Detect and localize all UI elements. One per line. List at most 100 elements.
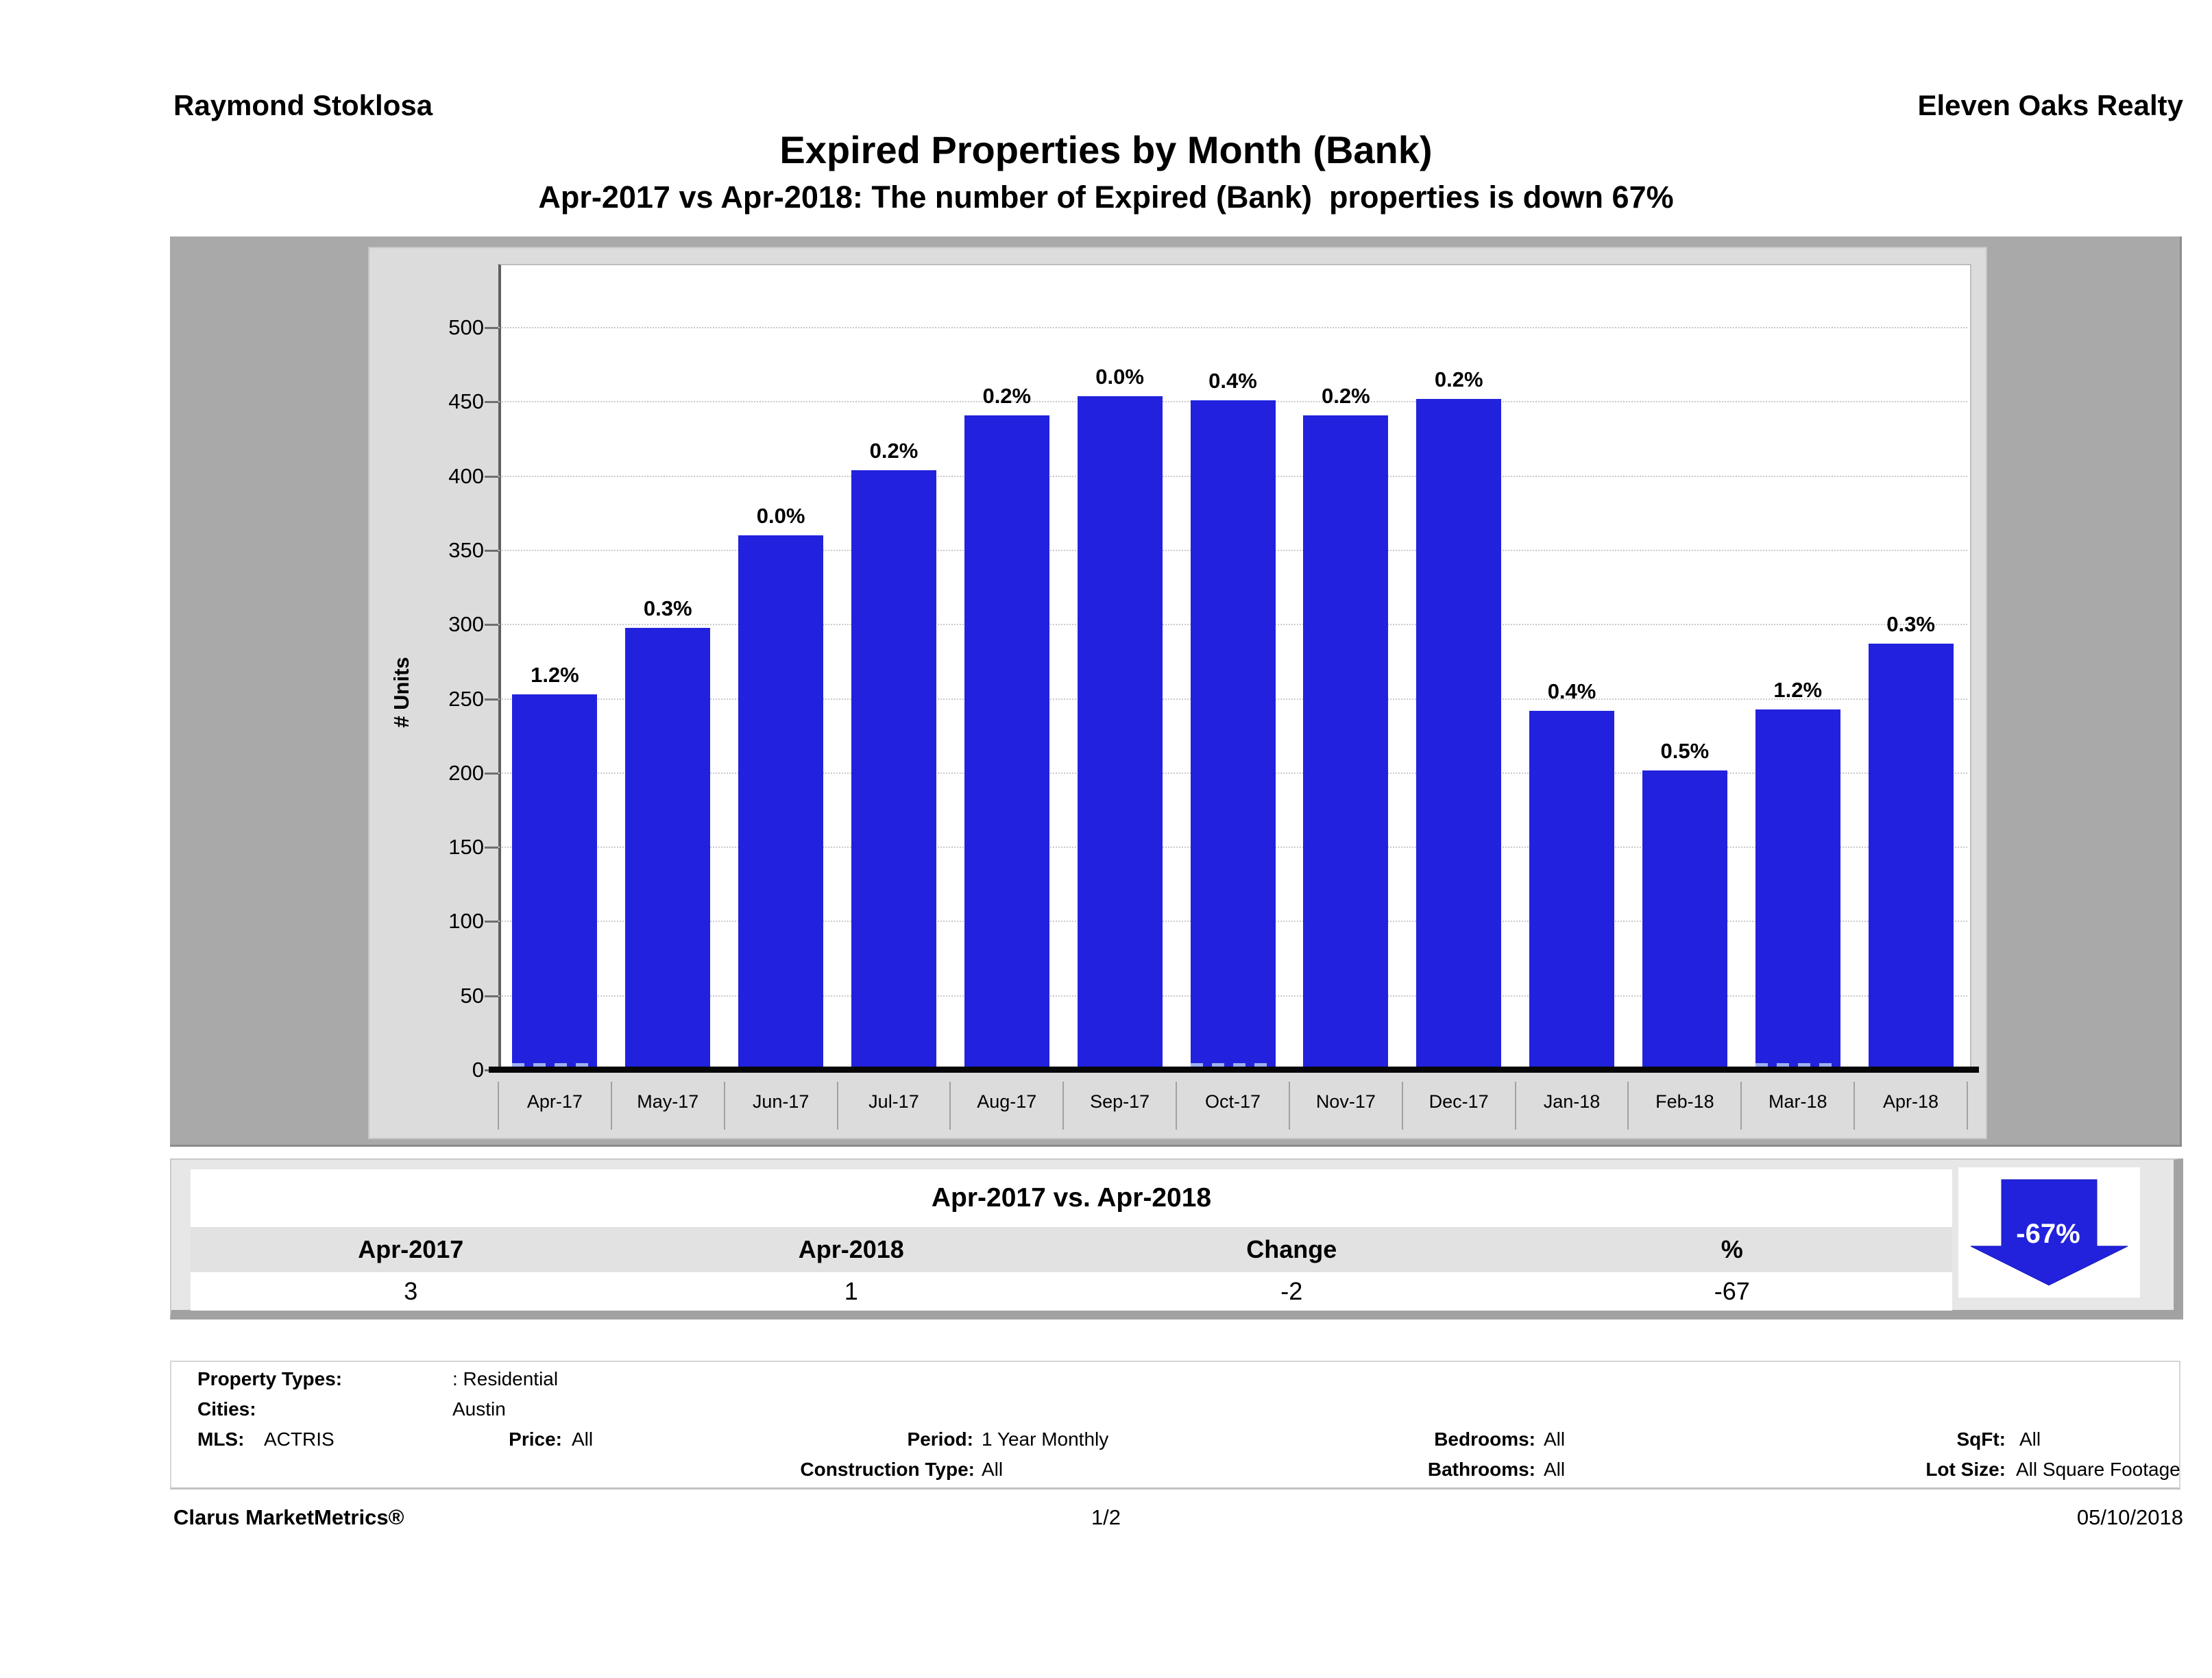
- bar-dec-17: [1416, 399, 1502, 1070]
- bar-value-label: 0.0%: [756, 504, 805, 528]
- y-axis-tick-mark: [485, 921, 498, 923]
- bank-count-stripe: [1755, 1062, 1840, 1067]
- trend-arrow-box: -67%: [1958, 1167, 2140, 1298]
- bathrooms-value: All: [1544, 1459, 1566, 1480]
- y-axis-tick-mark: [485, 772, 498, 775]
- bedrooms-value: All: [1544, 1428, 1566, 1450]
- x-axis-separator: [1401, 1082, 1403, 1130]
- mls-label: MLS:: [197, 1428, 245, 1450]
- summary-col-percent: %: [1721, 1235, 1743, 1263]
- bar-value-label: 0.4%: [1547, 679, 1596, 703]
- bar-value-label: 0.2%: [1322, 383, 1370, 408]
- summary-val-apr2018: 1: [844, 1277, 858, 1305]
- y-axis-tick-mark: [485, 995, 498, 997]
- summary-val-apr2017: 3: [404, 1277, 418, 1305]
- x-axis-tick-label: Jun-17: [752, 1091, 810, 1112]
- bar-value-label: 0.2%: [1434, 367, 1483, 392]
- x-axis-separator: [949, 1082, 951, 1130]
- bar-oct-17: [1190, 400, 1276, 1070]
- bar-value-label: 0.0%: [1095, 364, 1144, 389]
- price-value: All: [572, 1428, 594, 1450]
- company-name: Eleven Oaks Realty: [1917, 89, 2183, 121]
- y-axis-tick-label: 50: [460, 983, 484, 1008]
- x-axis-tick-label: Sep-17: [1090, 1091, 1150, 1112]
- bathrooms-label: Bathrooms:: [1427, 1459, 1535, 1480]
- bar-value-label: 0.4%: [1208, 369, 1257, 393]
- bar-jun-17: [738, 535, 824, 1070]
- x-axis-tick-label: Nov-17: [1315, 1091, 1376, 1112]
- gridline: [498, 327, 1967, 329]
- y-axis-tick-label: 500: [448, 315, 484, 340]
- footer-brand: Clarus MarketMetrics®: [173, 1505, 404, 1529]
- y-axis-tick-label: 150: [448, 835, 484, 860]
- bar-apr-17: [512, 694, 598, 1070]
- page-title: Expired Properties by Month (Bank): [779, 128, 1433, 171]
- summary-table-value-row: 3 1 -2 -67: [191, 1272, 1952, 1311]
- bar-value-label: 0.3%: [1886, 612, 1935, 637]
- bar-jan-18: [1529, 710, 1615, 1070]
- x-axis-tick-label: Jul-17: [868, 1091, 919, 1112]
- summary-table: Apr-2017 vs. Apr-2018 Apr-2017 Apr-2018 …: [191, 1169, 1952, 1311]
- summary-val-change: -2: [1280, 1277, 1303, 1305]
- period-value: 1 Year Monthly: [982, 1428, 1109, 1450]
- x-axis-separator: [1627, 1082, 1629, 1130]
- cities-label: Cities:: [197, 1398, 256, 1420]
- y-axis-tick-mark: [485, 327, 498, 330]
- x-axis-separator: [836, 1082, 838, 1130]
- bar-value-label: 1.2%: [1773, 677, 1823, 702]
- summary-col-apr2017: Apr-2017: [358, 1235, 464, 1263]
- bar-value-label: 0.2%: [869, 439, 919, 463]
- y-axis-tick-label: 100: [448, 909, 484, 934]
- summary-table-title: Apr-2017 vs. Apr-2018: [191, 1169, 1952, 1227]
- y-axis-tick-label: 400: [448, 463, 484, 488]
- cities-value: Austin: [452, 1398, 506, 1420]
- bar-value-label: 0.3%: [643, 596, 692, 620]
- y-axis-tick-label: 350: [448, 537, 484, 562]
- x-axis-tick-label: Mar-18: [1768, 1091, 1827, 1112]
- summary-table-header-row: Apr-2017 Apr-2018 Change %: [191, 1227, 1952, 1272]
- lot-size-value: All Square Footage: [2016, 1459, 2180, 1480]
- x-axis-separator: [723, 1082, 725, 1130]
- footer-page-number: 1/2: [1091, 1505, 1121, 1529]
- price-label: Price:: [509, 1428, 562, 1450]
- x-axis-separator: [498, 1082, 499, 1130]
- bar-nov-17: [1303, 415, 1389, 1070]
- sqft-value: All: [2019, 1428, 2041, 1450]
- y-axis-tick-mark: [485, 698, 498, 701]
- down-arrow-icon: -67%: [1970, 1179, 2128, 1286]
- bar-apr-18: [1868, 644, 1954, 1070]
- x-axis-separator: [610, 1082, 612, 1130]
- bar-value-label: 1.2%: [531, 663, 579, 688]
- y-axis-tick-label: 450: [448, 389, 484, 414]
- period-label: Period:: [907, 1428, 973, 1450]
- footer-date: 05/10/2018: [2076, 1505, 2183, 1529]
- bar-feb-18: [1642, 770, 1727, 1070]
- x-axis-tick-label: Jan-18: [1543, 1091, 1601, 1112]
- x-axis-separator: [1062, 1082, 1065, 1130]
- x-axis-tick-label: Oct-17: [1204, 1091, 1261, 1112]
- bedrooms-label: Bedrooms:: [1434, 1428, 1535, 1450]
- criteria-panel: [170, 1361, 2180, 1489]
- bar-aug-17: [964, 415, 1049, 1070]
- x-axis-separator: [1967, 1082, 1968, 1130]
- bar-mar-18: [1755, 709, 1840, 1070]
- x-axis-tick-label: Apr-17: [526, 1091, 583, 1112]
- bank-count-stripe: [1190, 1062, 1276, 1067]
- page-subtitle: Apr-2017 vs Apr-2018: The number of Expi…: [538, 180, 1674, 215]
- x-axis-separator: [1514, 1082, 1516, 1130]
- mls-value: ACTRIS: [264, 1428, 335, 1450]
- summary-val-percent: -67: [1714, 1277, 1750, 1305]
- summary-col-change: Change: [1246, 1235, 1337, 1263]
- x-axis-separator: [1176, 1082, 1178, 1130]
- y-axis-tick-mark: [485, 549, 498, 552]
- x-axis-tick-label: Feb-18: [1655, 1091, 1714, 1112]
- property-types-label: Property Types:: [197, 1368, 343, 1389]
- x-axis-line: [489, 1067, 1979, 1073]
- x-axis-separator: [1854, 1082, 1856, 1130]
- x-axis-separator: [1740, 1082, 1742, 1130]
- property-types-value: : Residential: [452, 1368, 559, 1389]
- bar-may-17: [625, 627, 711, 1070]
- x-axis-tick-label: May-17: [637, 1091, 699, 1112]
- y-axis-tick-label: 200: [448, 760, 484, 785]
